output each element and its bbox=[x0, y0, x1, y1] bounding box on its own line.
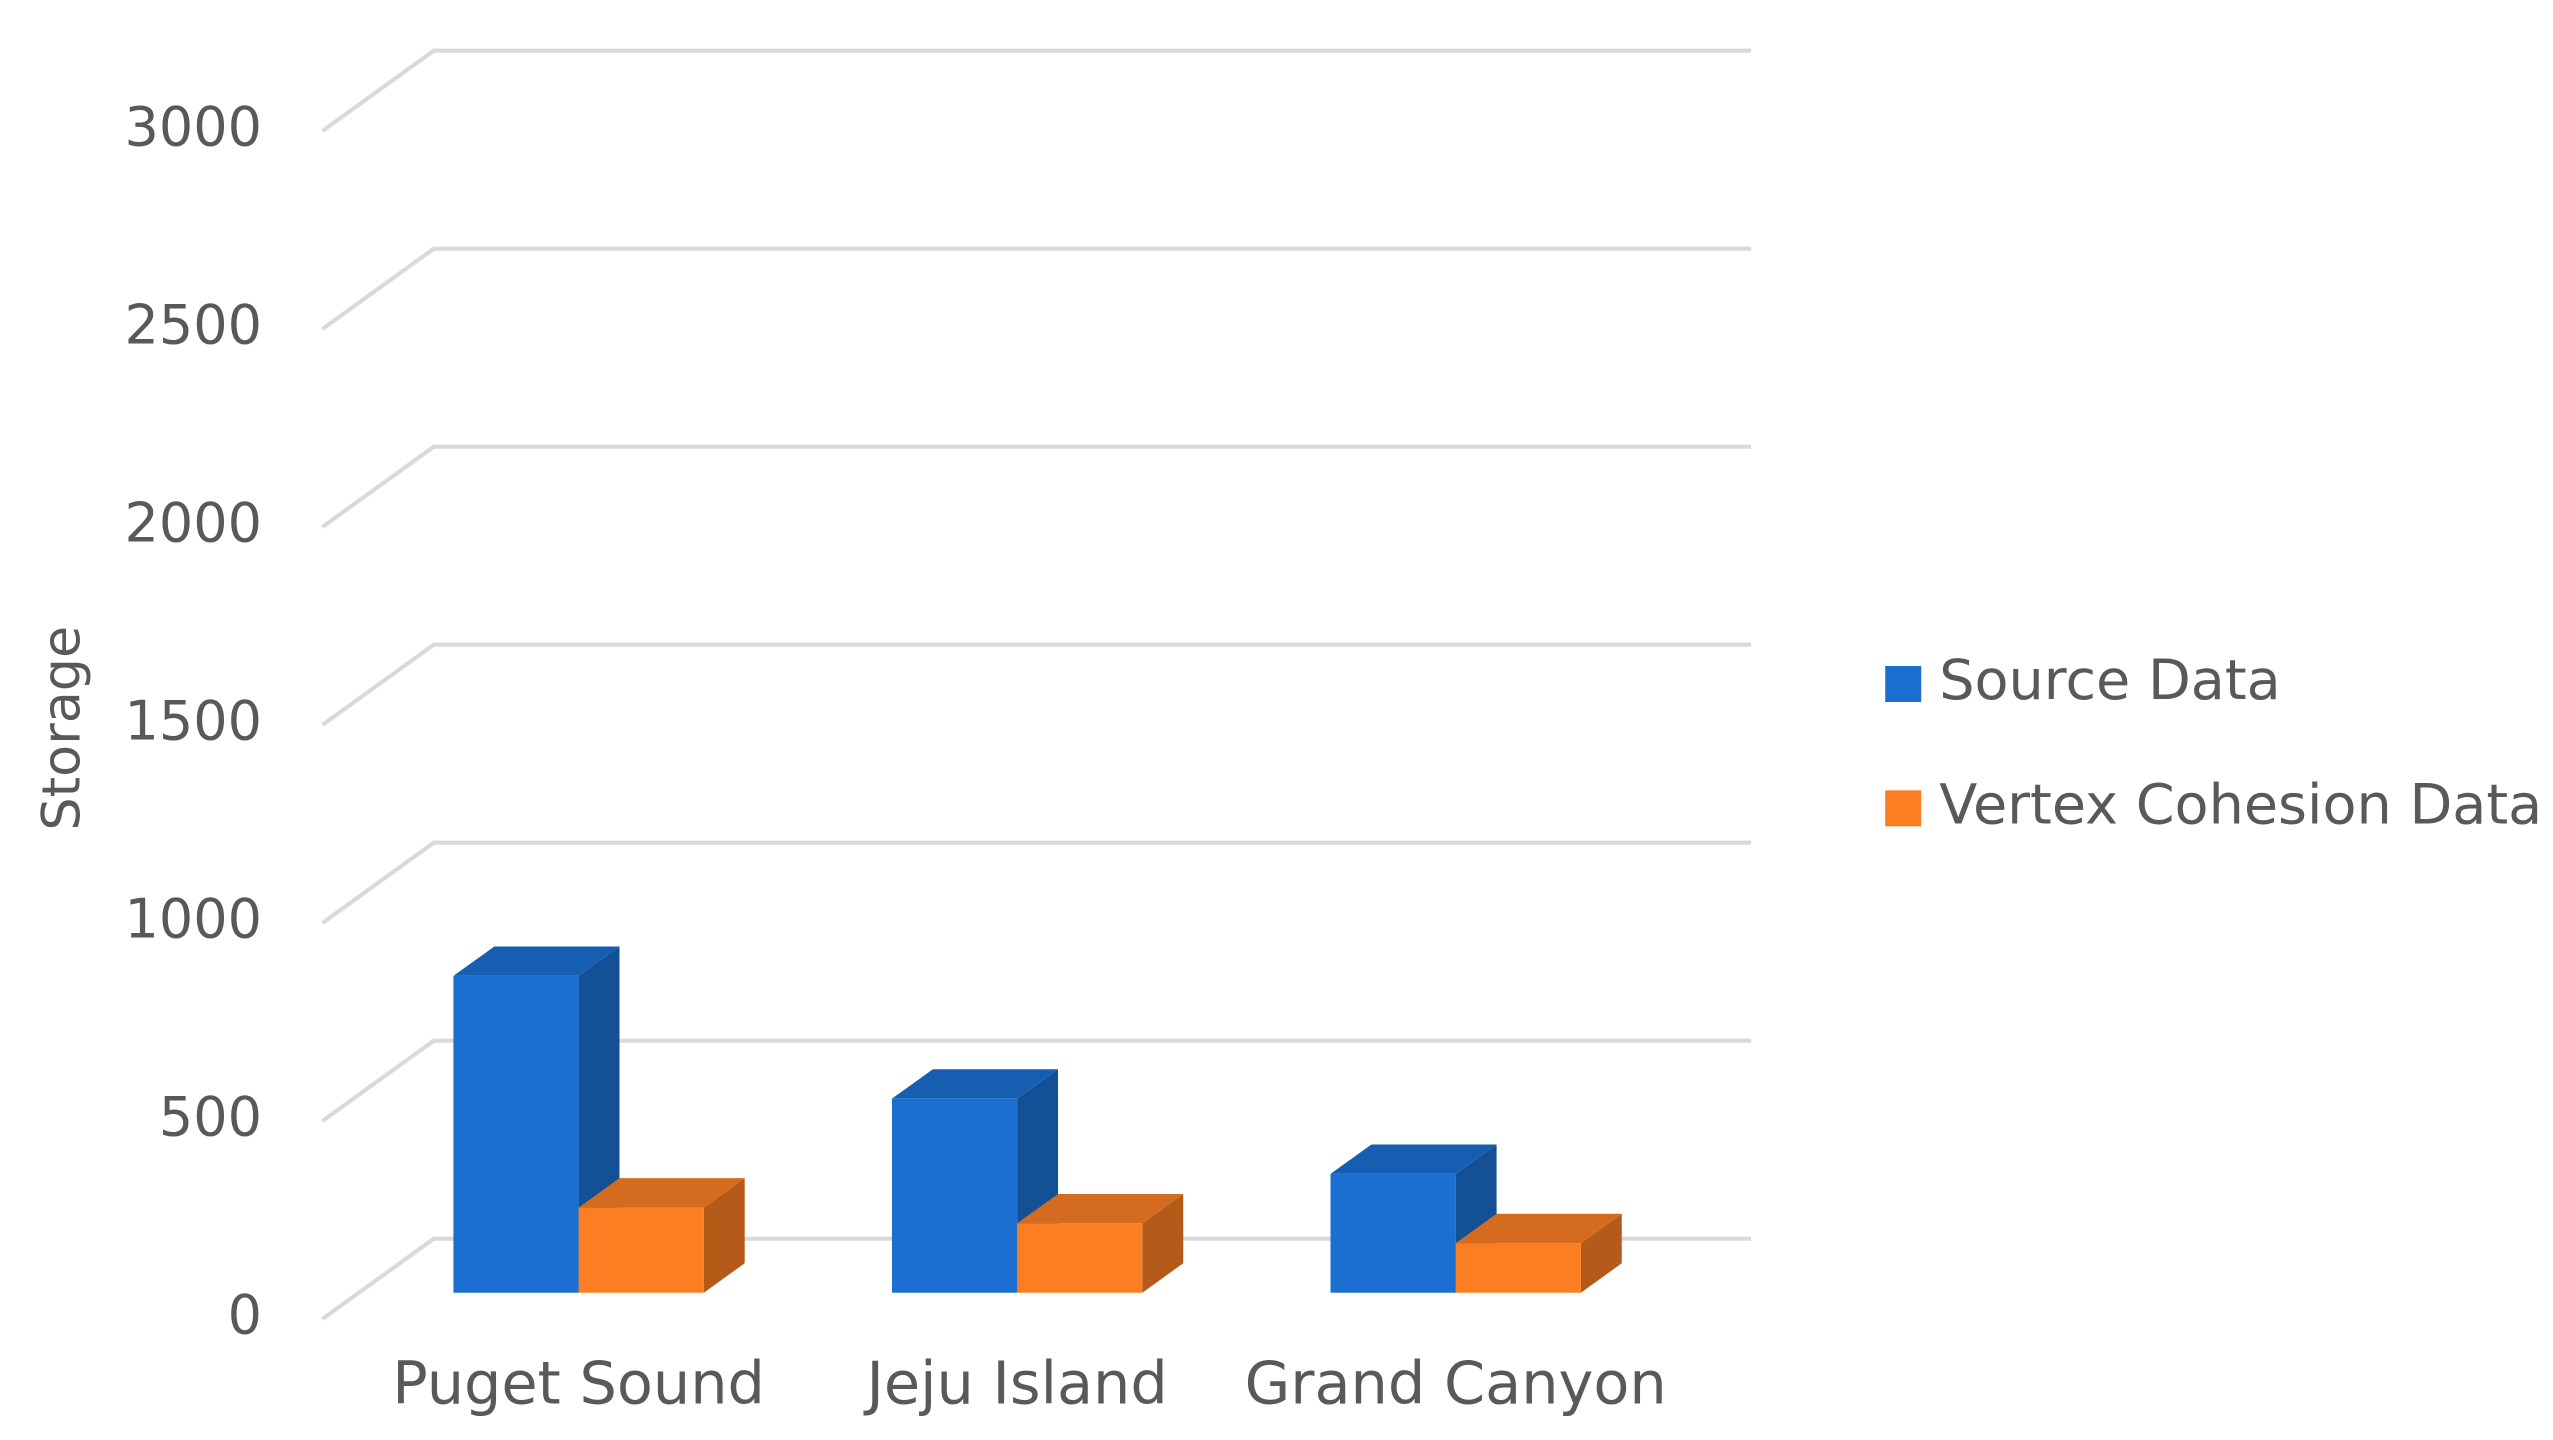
legend-swatch bbox=[1885, 790, 1922, 827]
bar bbox=[578, 1178, 745, 1293]
bar-top bbox=[891, 1069, 1059, 1099]
grid-line bbox=[321, 1236, 1752, 1321]
legend-label: Vertex Cohesion Data bbox=[1939, 772, 2542, 837]
bar-top bbox=[453, 946, 620, 976]
y-tick-label: 1000 bbox=[125, 888, 262, 951]
bar-top bbox=[578, 1178, 745, 1208]
bar-top bbox=[1455, 1213, 1622, 1244]
grid-line bbox=[321, 48, 1752, 133]
grid-line bbox=[321, 1038, 1752, 1123]
grid-line bbox=[321, 840, 1752, 925]
x-tick-label: Grand Canyon bbox=[1245, 1349, 1667, 1418]
bar-top bbox=[1017, 1193, 1184, 1224]
bar bbox=[1017, 1193, 1184, 1293]
y-tick-label: 3000 bbox=[125, 96, 262, 159]
y-tick-label: 2000 bbox=[125, 492, 262, 555]
bar-top bbox=[1330, 1144, 1497, 1174]
grid-line bbox=[321, 246, 1752, 331]
legend-label: Source Data bbox=[1939, 648, 2281, 713]
y-tick-label: 2500 bbox=[125, 294, 262, 357]
bar-front bbox=[891, 1098, 1018, 1293]
grid-line bbox=[321, 642, 1752, 727]
bar-front bbox=[578, 1207, 704, 1293]
bar-front bbox=[1017, 1223, 1143, 1293]
y-tick-label: 1500 bbox=[125, 690, 262, 753]
y-tick-label: 0 bbox=[228, 1284, 262, 1347]
legend-swatch bbox=[1885, 666, 1922, 702]
bar bbox=[1455, 1213, 1622, 1293]
y-tick-label: 500 bbox=[159, 1086, 262, 1149]
bar-front bbox=[1455, 1243, 1581, 1293]
x-tick-label: Jeju Island bbox=[863, 1349, 1168, 1418]
grid-line bbox=[321, 444, 1752, 529]
bar-side bbox=[1580, 1213, 1622, 1293]
bar-side bbox=[1142, 1193, 1184, 1293]
bar-front bbox=[453, 975, 579, 1293]
x-tick-label: Puget Sound bbox=[392, 1349, 765, 1418]
y-axis-title: Storage bbox=[32, 626, 93, 831]
bar-front bbox=[1330, 1173, 1456, 1293]
bar-side bbox=[703, 1178, 745, 1293]
